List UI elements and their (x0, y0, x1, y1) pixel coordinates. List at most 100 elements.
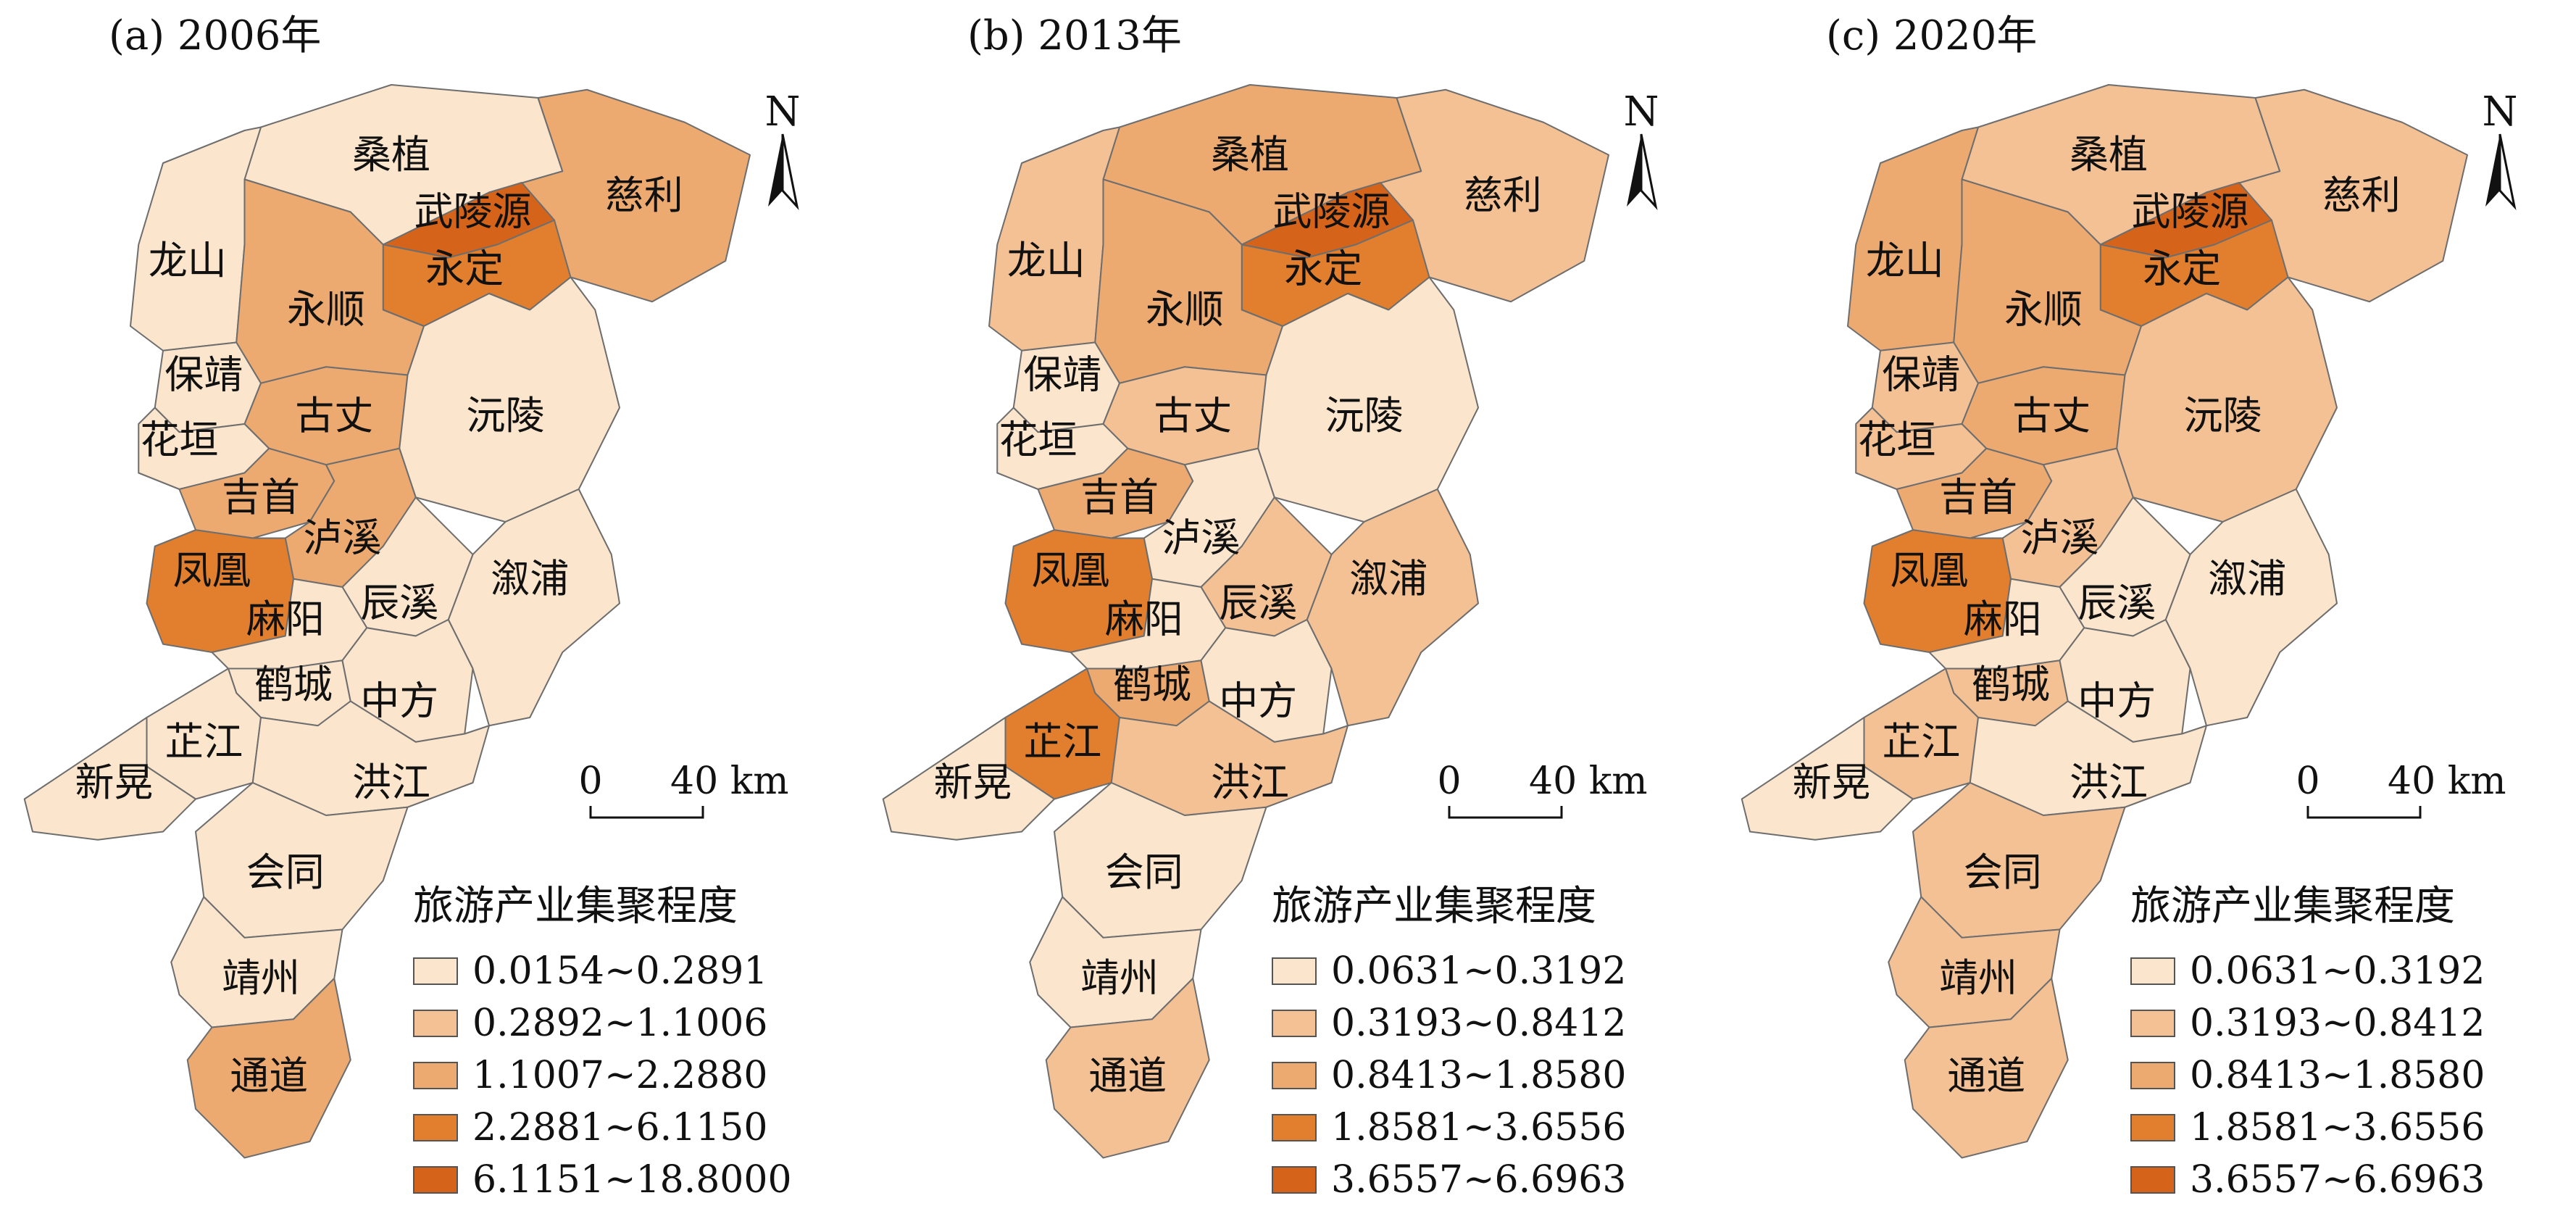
legend-title: 旅游产业集聚程度 (413, 883, 738, 930)
county-label-xinhuang: 新晃 (1793, 760, 1871, 805)
county-label-guzhang: 古丈 (1154, 393, 1232, 438)
legend-swatch (1272, 1010, 1317, 1037)
north-arrow-icon: N (1624, 91, 1659, 211)
county-label-longshan: 龙山 (1866, 238, 1944, 283)
legend-swatch (413, 1010, 458, 1037)
legend-label: 0.8413~1.8580 (2190, 1054, 2485, 1097)
county-label-xinhuang: 新晃 (934, 760, 1012, 805)
legend-item: 6.1151~18.8000 (413, 1154, 848, 1206)
county-label-luxi: 泸溪 (1162, 515, 1241, 561)
county-label-baojing: 保靖 (164, 352, 243, 398)
county-label-jishou: 吉首 (1080, 474, 1159, 520)
legend-label: 0.0154~0.2891 (472, 949, 768, 993)
county-label-baojing: 保靖 (1882, 352, 1960, 398)
scale-distance: 40 km (1529, 761, 1648, 803)
legend-swatch (1272, 957, 1317, 985)
county-label-zhongfang: 中方 (2077, 678, 2156, 724)
north-label: N (1624, 91, 1659, 136)
county-label-sangzhi: 桑植 (352, 132, 430, 178)
legend-swatch (2130, 1114, 2175, 1141)
scale-zero: 0 (580, 761, 603, 803)
county-label-tongdao: 通道 (1947, 1053, 2025, 1099)
legend-item: 0.0631~0.3192 (2130, 945, 2565, 997)
county-label-mayang: 麻阳 (1964, 596, 2042, 642)
county-xinhuang (1741, 716, 1914, 841)
county-label-longshan: 龙山 (149, 238, 227, 283)
legend-swatch (2130, 1062, 2175, 1089)
legend-swatch (2130, 1010, 2175, 1037)
legend-item: 2.2881~6.1150 (413, 1102, 848, 1154)
map-panel-2020: 桑植 慈利 武陵源 永定 龙山 永顺 保靖 古丈 沅陵 花垣 吉首 泸溪 凤凰 溆浦 辰溪 麻阳 鹤城 中方 芷江新… (1717, 0, 2576, 1202)
legend-item: 1.8581~3.6556 (1272, 1102, 1706, 1154)
county-label-jingzhou: 靖州 (222, 955, 300, 1001)
county-label-zhongfang: 中方 (1219, 678, 1297, 724)
county-label-tongdao: 通道 (230, 1053, 308, 1099)
county-xupu (2164, 488, 2338, 727)
county-label-longshan: 龙山 (1007, 238, 1085, 283)
legend-label: 0.0631~0.3192 (1331, 949, 1627, 993)
county-label-yongding: 永定 (425, 246, 504, 291)
county-label-yongshun: 永顺 (2004, 287, 2083, 333)
legend-item: 1.1007~2.2880 (413, 1049, 848, 1102)
county-label-fenghuang: 凤凰 (1032, 548, 1110, 594)
scale-bar: 0 40 km (2297, 761, 2506, 819)
county-label-yongding: 永定 (1284, 246, 1362, 291)
legend: 旅游产业集聚程度 0.0631~0.3192 0.3193~0.8412 0.8… (2130, 873, 2565, 1206)
legend-label: 0.2892~1.1006 (472, 1002, 768, 1045)
county-label-mayang: 麻阳 (246, 596, 325, 642)
legend-title: 旅游产业集聚程度 (1272, 883, 1596, 930)
north-label: N (2483, 91, 2518, 136)
north-label: N (765, 91, 801, 136)
county-label-zhijiang: 芷江 (164, 719, 243, 765)
county-label-huayuan: 花垣 (141, 417, 219, 463)
county-label-huitong: 会同 (246, 849, 325, 895)
county-xupu (1306, 488, 1480, 727)
legend-swatch (413, 957, 458, 985)
county-label-fenghuang: 凤凰 (173, 548, 251, 594)
county-label-mayang: 麻阳 (1105, 596, 1183, 642)
county-label-yuanling: 沅陵 (467, 393, 545, 438)
county-label-chenxi: 辰溪 (2077, 581, 2156, 626)
scale-distance: 40 km (2388, 761, 2506, 803)
county-label-guzhang: 古丈 (295, 393, 373, 438)
county-label-cili: 慈利 (605, 172, 683, 218)
legend-item: 0.8413~1.8580 (2130, 1049, 2565, 1102)
legend-item: 0.8413~1.8580 (1272, 1049, 1706, 1102)
county-label-hongjiang: 洪江 (352, 760, 430, 805)
north-arrow-icon: N (2483, 91, 2518, 211)
legend-item: 0.2892~1.1006 (413, 997, 848, 1049)
county-label-wulingyuan: 武陵源 (1273, 189, 1391, 235)
legend-swatch (413, 1062, 458, 1089)
county-label-xupu: 溆浦 (491, 556, 569, 602)
county-label-cili: 慈利 (2322, 172, 2401, 218)
legend-swatch (1272, 1062, 1317, 1089)
legend: 旅游产业集聚程度 0.0631~0.3192 0.3193~0.8412 0.8… (1272, 873, 1706, 1206)
county-label-huayuan: 花垣 (1858, 417, 1936, 463)
scale-zero: 0 (2297, 761, 2320, 803)
county-label-wulingyuan: 武陵源 (414, 189, 532, 235)
county-label-yuanling: 沅陵 (2184, 393, 2262, 438)
legend-label: 6.1151~18.8000 (472, 1158, 792, 1202)
map-panel-2006: 桑植 慈利 武陵源 永定 龙山 永顺 保靖 古丈 沅陵 花垣 吉首 泸溪 凤凰 溆浦 辰溪 麻阳 鹤城 中方 芷江新… (0, 0, 859, 1202)
county-label-baojing: 保靖 (1023, 352, 1101, 398)
panel-title: (a) 2006年 (109, 12, 322, 59)
legend-swatch (2130, 1166, 2175, 1194)
county-label-wulingyuan: 武陵源 (2132, 189, 2249, 235)
county-label-jishou: 吉首 (222, 474, 300, 520)
north-arrow-icon: N (765, 91, 801, 211)
county-label-zhijiang: 芷江 (1882, 719, 1960, 765)
county-xinhuang (23, 716, 197, 841)
legend-label: 1.8581~3.6556 (2190, 1106, 2485, 1149)
county-label-yuanling: 沅陵 (1325, 393, 1404, 438)
legend-swatch (413, 1114, 458, 1141)
legend-label: 1.1007~2.2880 (472, 1054, 768, 1097)
county-label-hecheng: 鹤城 (254, 662, 333, 707)
legend-item: 3.6557~6.6963 (1272, 1154, 1706, 1206)
county-label-chenxi: 辰溪 (360, 581, 438, 626)
legend-label: 2.2881~6.1150 (472, 1106, 768, 1149)
county-xupu (447, 488, 621, 727)
county-tongdao (186, 977, 351, 1159)
legend-label: 0.0631~0.3192 (2190, 949, 2485, 993)
